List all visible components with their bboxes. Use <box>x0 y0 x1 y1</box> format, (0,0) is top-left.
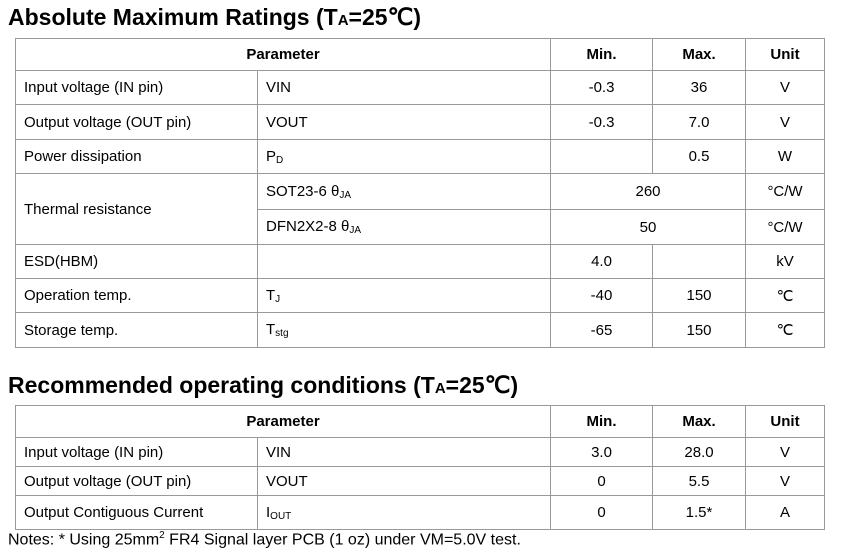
unit: °C/W <box>745 173 826 210</box>
symbol: Tstg <box>256 312 552 348</box>
symbol-text: VOUT <box>266 113 308 131</box>
parameter: Input voltage (IN pin) <box>15 70 258 105</box>
min: -0.3 <box>550 104 654 140</box>
unit: V <box>745 104 826 140</box>
symbol-text: VIN <box>266 443 292 461</box>
symbol: VIN <box>256 437 552 467</box>
parameter: Output Contiguous Current <box>15 495 258 530</box>
symbol <box>256 244 552 279</box>
min: 4.0 <box>550 244 654 279</box>
symbol-text: T <box>266 321 276 338</box>
symbol: SOT23-6 θJA <box>256 173 552 210</box>
min: 0 <box>550 495 654 530</box>
max <box>652 244 747 279</box>
min <box>550 139 654 174</box>
parameter: Power dissipation <box>15 139 258 174</box>
symbol-sub: D <box>276 154 284 166</box>
max: 150 <box>652 312 747 348</box>
parameter: Storage temp. <box>15 312 258 348</box>
unit: ℃ <box>745 312 826 348</box>
symbol: VOUT <box>256 104 552 140</box>
symbol-sub: JA <box>349 225 362 236</box>
ratings-table: Parameter Min. Max. Unit Input voltage (IN … <box>14 38 826 348</box>
min: -0.3 <box>550 70 654 105</box>
header-cell: Parameter <box>14 405 552 438</box>
unit: ℃ <box>745 278 826 313</box>
symbol-text: P <box>266 147 277 165</box>
parameter: Operation temp. <box>15 278 258 313</box>
header-cell: Parameter <box>14 38 552 71</box>
symbol: PD <box>256 139 552 174</box>
unit: V <box>745 437 826 467</box>
max: 36 <box>652 70 747 105</box>
max: 5.5 <box>652 466 747 496</box>
symbol: DFN2X2-8 θJA <box>256 209 552 245</box>
header-cell: Max. <box>652 405 747 438</box>
unit: A <box>745 495 826 530</box>
section-title: Recommended operating conditions (TA=25℃… <box>8 372 518 399</box>
symbol-text: T <box>266 286 276 304</box>
title-text: =25℃) <box>348 4 422 30</box>
symbol-text: VOUT <box>266 472 308 490</box>
title-sub: A <box>337 12 349 29</box>
symbol-sub: stg <box>275 328 289 339</box>
parameter: Input voltage (IN pin) <box>15 437 258 467</box>
parameter: Output voltage (OUT pin) <box>15 466 258 496</box>
title-text: =25℃) <box>445 372 519 398</box>
max: 1.5* <box>652 495 747 530</box>
parameter: Thermal resistance <box>15 173 258 245</box>
header-cell: Min. <box>550 38 654 71</box>
unit: V <box>745 466 826 496</box>
note-text: Notes: * Using 25mm <box>8 531 160 549</box>
unit: W <box>745 139 826 174</box>
symbol: VOUT <box>256 466 552 496</box>
header-cell: Unit <box>745 405 826 438</box>
unit: V <box>745 70 826 105</box>
min: -65 <box>550 312 654 348</box>
parameter: ESD(HBM) <box>15 244 258 279</box>
symbol-sub: OUT <box>270 510 292 522</box>
max: 7.0 <box>652 104 747 140</box>
unit: °C/W <box>745 209 826 245</box>
min: 3.0 <box>550 437 654 467</box>
min: 0 <box>550 466 654 496</box>
note-text: FR4 Signal layer PCB (1 oz) under VM=5.0… <box>164 531 521 549</box>
symbol-sub: J <box>275 293 281 305</box>
parameter: Output voltage (OUT pin) <box>15 104 258 140</box>
symbol: VIN <box>256 70 552 105</box>
symbol: TJ <box>256 278 552 313</box>
title-text: Absolute Maximum Ratings (T <box>8 4 338 30</box>
symbol-text: VIN <box>266 79 292 96</box>
max: 0.5 <box>652 139 747 174</box>
note: Notes: * Using 25mm2 FR4 Signal layer PC… <box>8 530 521 549</box>
max: 150 <box>652 278 747 313</box>
symbol-text: DFN2X2-8 θ <box>266 218 350 235</box>
header-cell: Min. <box>550 405 654 438</box>
header-cell: Unit <box>745 38 826 71</box>
symbol-text: SOT23-6 θ <box>266 182 340 200</box>
title-text: Recommended operating conditions (T <box>8 372 435 398</box>
symbol: IOUT <box>256 495 552 530</box>
value: 50 <box>550 209 747 245</box>
unit: kV <box>745 244 826 279</box>
symbol-sub: JA <box>339 189 352 201</box>
min: -40 <box>550 278 654 313</box>
title-sub: A <box>434 380 446 397</box>
header-cell: Max. <box>652 38 747 71</box>
conditions-table: Parameter Min. Max. Unit Input voltage (IN … <box>14 405 826 530</box>
symbol-text: I <box>266 503 271 521</box>
note-sup: 2 <box>159 530 165 541</box>
max: 28.0 <box>652 437 747 467</box>
value: 260 <box>550 173 747 210</box>
section-title: Absolute Maximum Ratings (TA=25℃) <box>8 4 421 31</box>
